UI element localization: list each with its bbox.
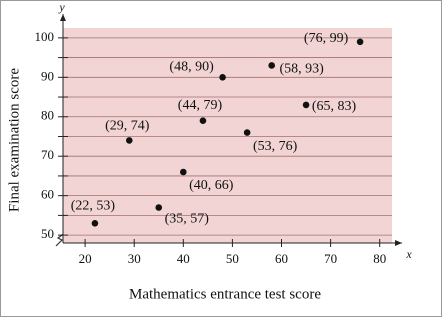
x-tick-label: 40: [177, 251, 190, 266]
x-tick-label: 50: [226, 251, 239, 266]
point-label: (65, 83): [312, 99, 357, 114]
x-tick-label: 70: [324, 251, 337, 266]
x-tick-label: 80: [373, 251, 386, 266]
point-label: (35, 57): [165, 212, 210, 227]
point-label: (53, 76): [253, 139, 298, 154]
point: [302, 101, 310, 109]
y-axis-name: y: [58, 0, 65, 14]
point-label: (22, 53): [71, 198, 116, 213]
x-tick-label: 60: [275, 251, 288, 266]
point: [155, 204, 163, 211]
point: [125, 137, 133, 144]
point: [91, 219, 99, 227]
x-axis-name: x: [405, 247, 412, 261]
x-axis-label: Mathematics entrance test score: [129, 286, 321, 302]
point: [199, 117, 207, 125]
point: [356, 38, 364, 46]
y-axis-label: Final examination score: [6, 68, 22, 212]
point: [268, 62, 275, 69]
point-label: (58, 93): [280, 62, 325, 77]
x-tick-label: 20: [79, 251, 92, 266]
point-label: (48, 90): [169, 60, 214, 75]
point: [219, 74, 226, 81]
point-label: (29, 74): [105, 119, 150, 134]
y-tick-label: 100: [35, 29, 55, 44]
x-tick-label: 30: [128, 251, 141, 266]
y-axis-arrow: [60, 14, 66, 21]
point: [243, 129, 251, 136]
point-label: (44, 79): [178, 98, 223, 113]
y-tick-label: 60: [41, 187, 54, 202]
y-tick-label: 50: [41, 226, 54, 241]
y-tick-label: 90: [41, 68, 54, 83]
y-tick-label: 70: [41, 147, 54, 162]
point-label: (40, 66): [189, 178, 234, 193]
point-label: (76, 99): [304, 31, 349, 46]
point: [180, 168, 187, 176]
y-tick-label: 80: [41, 108, 54, 123]
plot-background: [63, 28, 392, 243]
x-axis-arrow: [395, 240, 402, 246]
